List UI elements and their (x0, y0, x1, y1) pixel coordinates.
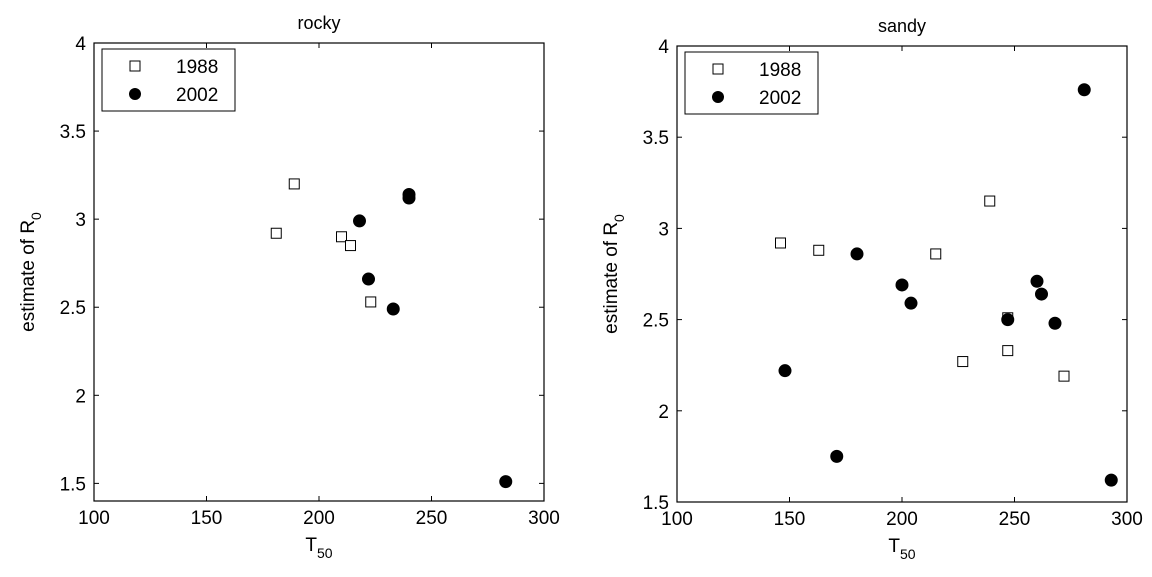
x-tick-label: 150 (191, 508, 223, 529)
data-point-circle (1035, 287, 1048, 301)
data-point-square (775, 237, 786, 249)
y-tick-label: 3 (658, 219, 669, 240)
legend: 1988 2002 (101, 48, 236, 112)
data-point-square (813, 244, 825, 256)
data-point-square (930, 248, 942, 260)
data-point-square (957, 356, 969, 368)
legend-box (101, 48, 236, 112)
data-point-circle (1001, 313, 1015, 327)
plot-area-frame (93, 42, 545, 502)
data-point-square (288, 178, 300, 190)
x-tick-label: 200 (303, 508, 335, 529)
x-axis-label: T50 (888, 536, 915, 562)
x-tick-label: 250 (999, 509, 1031, 530)
y-tick-label: 3.5 (60, 122, 86, 143)
data-point-square (336, 231, 347, 243)
data-point-square (345, 240, 356, 252)
legend-label: 2002 (176, 85, 218, 106)
x-tick-label: 300 (528, 508, 560, 529)
data-point-circle (353, 214, 366, 228)
chart-title: rocky (297, 13, 340, 33)
data-point-circle (386, 302, 400, 316)
y-tick-label: 2 (658, 402, 669, 423)
data-point-circle (362, 272, 375, 286)
y-tick-label: 1.5 (643, 493, 669, 514)
legend-marker-circle (129, 88, 141, 100)
y-tick-label: 2 (75, 386, 86, 407)
data-point-circle (830, 449, 844, 463)
x-tick-label: 100 (661, 509, 693, 530)
y-tick-label: 3.5 (643, 128, 669, 149)
data-point-circle (1077, 83, 1091, 97)
y-axis-label: estimate of R0 (18, 212, 44, 332)
data-point-circle (1104, 473, 1118, 487)
data-point-circle (850, 247, 864, 261)
x-axis-label-subscript: 50 (900, 546, 916, 562)
x-axis-label: T50 (305, 535, 332, 561)
data-point-square (984, 195, 996, 207)
data-point-circle (1048, 316, 1062, 330)
legend-box (684, 51, 819, 115)
y-axis-label-subscript: 0 (28, 212, 44, 220)
data-point-square (1002, 345, 1014, 357)
data-point-square (1058, 370, 1070, 382)
y-tick-label: 1.5 (60, 474, 86, 495)
data-point-circle (904, 296, 918, 310)
x-tick-label: 200 (886, 509, 918, 530)
y-axis-label: estimate of R0 (601, 214, 627, 334)
chart-title: sandy (878, 16, 926, 36)
legend-marker-square (712, 63, 724, 75)
x-axis-label-main: T (888, 536, 900, 557)
x-tick-label: 250 (416, 508, 448, 529)
data-point-circle (402, 191, 416, 205)
y-tick-label: 3 (75, 210, 86, 231)
x-tick-label: 100 (78, 508, 110, 529)
legend-marker-square (129, 60, 141, 72)
x-axis-label-main: T (305, 535, 317, 556)
data-point-circle (895, 278, 909, 292)
data-point-square (270, 227, 282, 239)
x-tick-label: 150 (774, 509, 806, 530)
y-axis-label-main: estimate of R (601, 222, 622, 334)
x-tick-label: 300 (1111, 509, 1143, 530)
legend-label: 1988 (759, 60, 801, 81)
data-point-square (365, 296, 377, 308)
x-axis-label-subscript: 50 (317, 545, 333, 561)
y-tick-label: 2.5 (60, 298, 86, 319)
legend-label: 2002 (759, 88, 801, 109)
y-tick-label: 4 (658, 37, 669, 58)
legend-label: 1988 (176, 57, 218, 78)
data-point-circle (1030, 274, 1044, 288)
data-point-circle (499, 475, 513, 489)
data-point-circle (778, 364, 792, 378)
legend: 1988 2002 (684, 51, 819, 115)
y-tick-label: 4 (75, 34, 86, 55)
legend-marker-circle (712, 91, 724, 103)
y-axis-label-main: estimate of R (18, 220, 39, 332)
y-tick-label: 2.5 (643, 311, 669, 332)
y-axis-label-subscript: 0 (611, 214, 627, 222)
